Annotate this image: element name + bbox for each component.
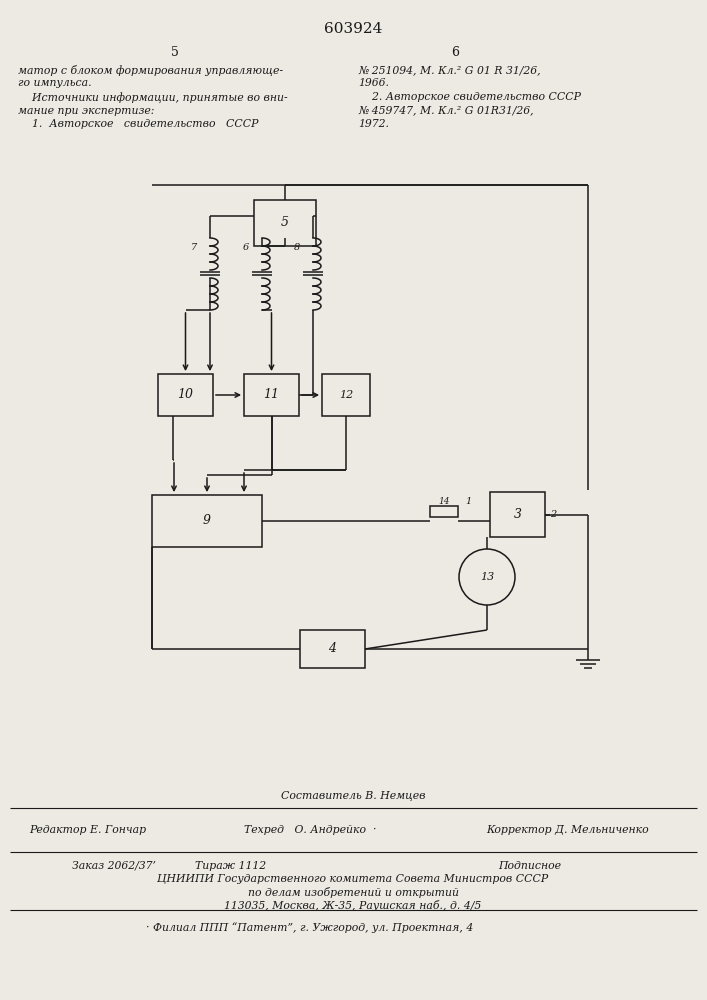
Bar bbox=[244, 374, 299, 416]
Text: 3: 3 bbox=[513, 508, 522, 521]
Text: 7: 7 bbox=[191, 243, 197, 252]
Text: 10: 10 bbox=[177, 388, 194, 401]
Text: Подписное: Подписное bbox=[498, 861, 561, 871]
Text: 5: 5 bbox=[171, 45, 179, 58]
Bar bbox=[322, 374, 370, 416]
Text: · Филиал ППП “Патент”, г. Ужгород, ул. Проектная, 4: · Филиал ППП “Патент”, г. Ужгород, ул. П… bbox=[146, 922, 474, 933]
Text: Тираж 1112: Тираж 1112 bbox=[195, 861, 266, 871]
Text: Редактор Е. Гончар: Редактор Е. Гончар bbox=[30, 825, 146, 835]
Text: 4: 4 bbox=[329, 643, 337, 656]
Text: 603924: 603924 bbox=[324, 22, 382, 36]
Text: № 251094, М. Кл.² G 01 R 31/26,: № 251094, М. Кл.² G 01 R 31/26, bbox=[358, 65, 541, 75]
Text: 1: 1 bbox=[465, 497, 471, 506]
Text: Составитель В. Немцев: Составитель В. Немцев bbox=[281, 791, 425, 801]
Text: 11: 11 bbox=[264, 388, 279, 401]
Text: ЦНИИПИ Государственного комитета Совета Министров СССР: ЦНИИПИ Государственного комитета Совета … bbox=[158, 874, 549, 884]
Text: 5: 5 bbox=[281, 217, 289, 230]
Text: 2: 2 bbox=[550, 510, 556, 519]
Text: 113035, Москва, Ж-35, Раушская наб., д. 4/5: 113035, Москва, Ж-35, Раушская наб., д. … bbox=[224, 900, 481, 911]
Text: 12: 12 bbox=[339, 390, 353, 400]
Text: по делам изобретений и открытий: по делам изобретений и открытий bbox=[247, 887, 459, 898]
Bar bbox=[158, 374, 213, 416]
Text: матор с блоком формирования управляюще-: матор с блоком формирования управляюще- bbox=[18, 65, 283, 76]
Text: Источники информации, принятые во вни-: Источники информации, принятые во вни- bbox=[18, 92, 288, 103]
Text: Техред   О. Андрейко  ·: Техред О. Андрейко · bbox=[244, 825, 376, 835]
Bar bbox=[254, 200, 316, 246]
Bar bbox=[152, 495, 262, 547]
Text: 8: 8 bbox=[294, 243, 300, 252]
Text: го импульса.: го импульса. bbox=[18, 79, 92, 89]
Text: 1972.: 1972. bbox=[358, 119, 389, 129]
Text: 6: 6 bbox=[243, 243, 249, 252]
Text: 1966.: 1966. bbox=[358, 79, 389, 89]
Text: мание при экспертизе:: мание при экспертизе: bbox=[18, 105, 154, 115]
Text: 2. Авторское свидетельство СССР: 2. Авторское свидетельство СССР bbox=[358, 92, 581, 102]
Text: Корректор Д. Мельниченко: Корректор Д. Мельниченко bbox=[486, 825, 648, 835]
Text: 9: 9 bbox=[203, 514, 211, 528]
Bar bbox=[430, 506, 458, 517]
Text: 13: 13 bbox=[480, 572, 494, 582]
Text: 14: 14 bbox=[438, 497, 450, 506]
Text: 1.  Авторское   свидетельство   СССР: 1. Авторское свидетельство СССР bbox=[18, 119, 259, 129]
Bar bbox=[490, 492, 545, 537]
Text: Заказ 2062/37’: Заказ 2062/37’ bbox=[72, 861, 156, 871]
Text: 6: 6 bbox=[451, 45, 459, 58]
Bar bbox=[300, 630, 365, 668]
Text: № 459747, М. Кл.² G 01R31/26,: № 459747, М. Кл.² G 01R31/26, bbox=[358, 105, 534, 115]
